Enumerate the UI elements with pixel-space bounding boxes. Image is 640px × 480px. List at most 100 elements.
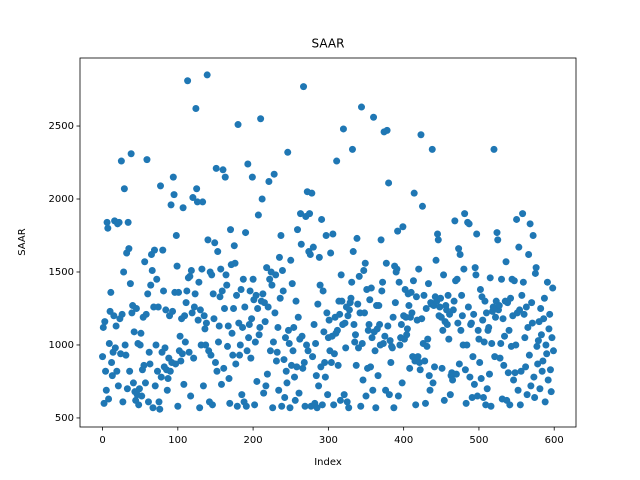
point xyxy=(540,315,548,323)
point xyxy=(414,353,422,361)
point xyxy=(239,323,247,331)
point xyxy=(99,353,107,361)
point xyxy=(172,360,180,368)
point xyxy=(423,342,431,350)
point xyxy=(113,367,121,375)
point xyxy=(149,404,157,412)
point xyxy=(101,318,109,326)
point xyxy=(174,402,182,410)
point xyxy=(220,304,228,312)
point xyxy=(100,399,108,407)
point xyxy=(253,377,261,385)
point xyxy=(222,271,230,279)
point xyxy=(230,242,238,250)
point xyxy=(502,258,510,266)
point xyxy=(480,338,488,346)
point xyxy=(99,323,107,331)
point xyxy=(449,376,457,384)
point xyxy=(336,310,344,318)
point xyxy=(529,231,537,239)
point xyxy=(337,271,345,279)
points xyxy=(99,71,557,413)
point xyxy=(279,287,287,295)
point xyxy=(187,267,195,275)
point xyxy=(377,236,385,244)
point xyxy=(236,341,244,349)
point xyxy=(228,329,236,337)
point xyxy=(409,277,417,285)
point xyxy=(541,398,549,406)
point xyxy=(546,366,554,374)
point xyxy=(349,248,357,256)
point xyxy=(485,323,493,331)
point xyxy=(193,198,201,206)
x-axis-label: Index xyxy=(314,457,342,468)
y-tick-label: 2000 xyxy=(49,194,74,205)
point xyxy=(434,236,442,244)
point xyxy=(162,306,170,314)
point xyxy=(350,321,358,329)
point xyxy=(239,275,247,283)
point xyxy=(255,331,263,339)
point xyxy=(446,391,454,399)
point xyxy=(547,388,555,396)
point xyxy=(361,259,369,267)
point xyxy=(386,337,394,345)
point xyxy=(275,386,283,394)
point xyxy=(195,278,203,286)
x-tick-label: 600 xyxy=(545,435,564,446)
point xyxy=(486,274,494,282)
point xyxy=(397,321,405,329)
point xyxy=(103,218,111,226)
point xyxy=(102,386,110,394)
point xyxy=(287,256,295,264)
point xyxy=(526,220,534,228)
point xyxy=(489,303,497,311)
point xyxy=(315,382,323,390)
point xyxy=(278,267,286,275)
point xyxy=(360,267,368,275)
point xyxy=(412,293,420,301)
point xyxy=(246,287,254,295)
point xyxy=(286,404,294,412)
point xyxy=(137,329,145,337)
point xyxy=(102,367,110,375)
point xyxy=(146,360,154,368)
point xyxy=(140,361,148,369)
point xyxy=(319,287,327,295)
y-axis-label: SAAR xyxy=(17,228,28,255)
point xyxy=(399,223,407,231)
point xyxy=(438,364,446,372)
point xyxy=(418,202,426,210)
point xyxy=(348,145,356,153)
point xyxy=(211,358,219,366)
point xyxy=(251,401,259,409)
point xyxy=(238,391,246,399)
point xyxy=(504,369,512,377)
point xyxy=(225,375,233,383)
point xyxy=(154,303,162,311)
point xyxy=(525,250,533,258)
point xyxy=(306,210,314,218)
point xyxy=(348,278,356,286)
point xyxy=(268,281,276,289)
point xyxy=(330,350,338,358)
point xyxy=(181,338,189,346)
point xyxy=(273,348,281,356)
point xyxy=(121,341,129,349)
point xyxy=(297,210,305,218)
point xyxy=(167,201,175,209)
point xyxy=(322,231,330,239)
point xyxy=(266,347,274,355)
point xyxy=(531,394,539,402)
point xyxy=(144,398,152,406)
point xyxy=(272,357,280,365)
point xyxy=(542,341,550,349)
point xyxy=(344,312,352,320)
point xyxy=(290,323,298,331)
point xyxy=(454,319,462,327)
point xyxy=(422,304,430,312)
point xyxy=(111,344,119,352)
point xyxy=(276,294,284,302)
point xyxy=(151,382,159,390)
